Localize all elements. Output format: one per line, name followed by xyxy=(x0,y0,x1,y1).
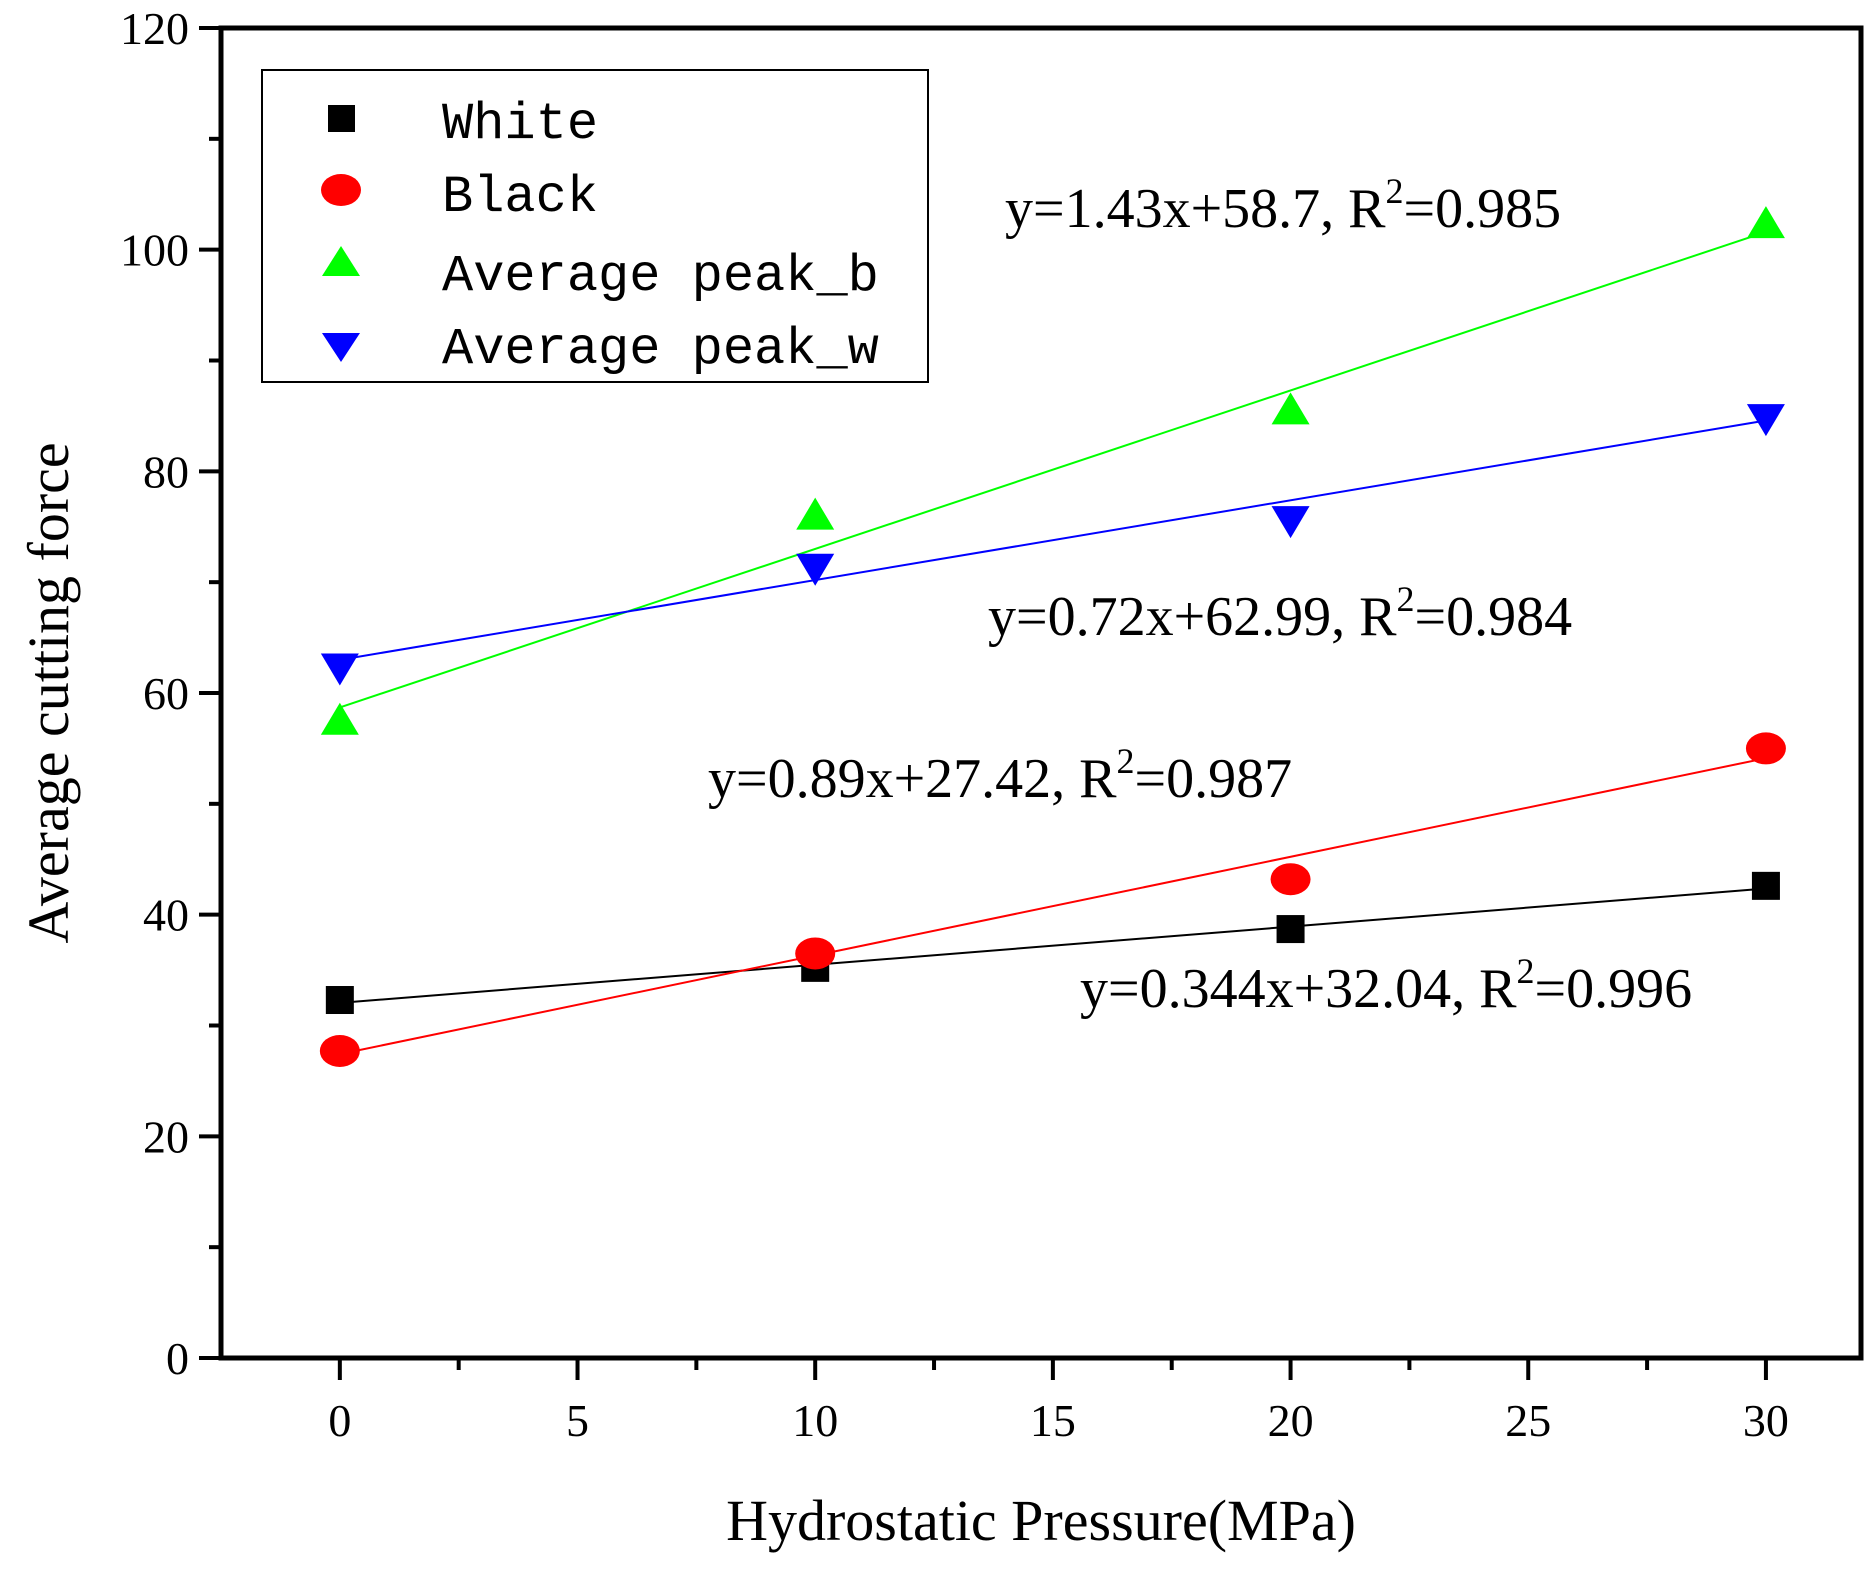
legend-box xyxy=(261,69,929,383)
data-point xyxy=(1271,506,1310,539)
x-tick-label: 10 xyxy=(792,1395,838,1446)
data-point xyxy=(319,1034,360,1067)
data-markers xyxy=(319,206,1786,1067)
data-point xyxy=(796,553,835,586)
fit-line xyxy=(339,230,1767,709)
x-axis-title: Hydrostatic Pressure(MPa) xyxy=(726,1488,1356,1553)
y-tick-label: 120 xyxy=(120,3,189,54)
equation-peak-b: y=1.43x+58.7, R2=0.985 xyxy=(1005,171,1561,240)
y-tick-label: 40 xyxy=(143,890,189,941)
data-point xyxy=(1271,392,1310,425)
data-point xyxy=(320,653,359,686)
data-point xyxy=(796,497,835,530)
fit-line xyxy=(339,757,1767,1056)
x-tick-label: 20 xyxy=(1268,1395,1314,1446)
data-point xyxy=(1746,206,1785,239)
y-tick-label: 60 xyxy=(143,668,189,719)
legend-marker-peak-w xyxy=(322,333,360,362)
y-axis-title: Average cutting force xyxy=(16,442,81,943)
legend-marker-white xyxy=(328,105,355,132)
y-tick-label: 100 xyxy=(120,225,189,276)
data-point xyxy=(1276,915,1305,944)
x-tick-label: 15 xyxy=(1030,1395,1076,1446)
legend-marker-peak-b xyxy=(322,246,360,276)
legend: White Black Average peak_b Average peak_… xyxy=(261,69,929,383)
y-tick-label: 80 xyxy=(143,446,189,497)
equation-black: y=0.89x+27.42, R2=0.987 xyxy=(708,741,1292,810)
data-point xyxy=(1751,871,1780,900)
fit-line xyxy=(339,419,1767,661)
legend-label-black: Black xyxy=(442,168,598,227)
legend-label-peak-b: Average peak_b xyxy=(442,247,879,306)
fit-lines xyxy=(339,230,1767,1056)
x-tick-label: 5 xyxy=(566,1395,589,1446)
data-point xyxy=(320,702,359,735)
legend-marker-black xyxy=(321,174,361,206)
axis-ticks: 0 5 10 15 20 25 30 0 20 40 60 80 100 120 xyxy=(120,3,1789,1446)
data-point xyxy=(795,937,836,970)
data-point xyxy=(325,986,354,1015)
data-point xyxy=(1270,863,1311,896)
equation-peak-w: y=0.72x+62.99, R2=0.984 xyxy=(988,579,1572,648)
y-tick-label: 0 xyxy=(166,1333,189,1384)
legend-label-white: White xyxy=(442,95,598,154)
x-tick-label: 25 xyxy=(1505,1395,1551,1446)
data-point xyxy=(1745,732,1786,765)
data-point xyxy=(1746,404,1785,437)
y-tick-label: 20 xyxy=(143,1111,189,1162)
x-tick-label: 0 xyxy=(328,1395,351,1446)
equation-white: y=0.344x+32.04, R2=0.996 xyxy=(1080,951,1692,1020)
legend-label-peak-w: Average peak_w xyxy=(442,320,879,379)
fit-line xyxy=(339,887,1767,1004)
x-tick-label: 30 xyxy=(1743,1395,1789,1446)
